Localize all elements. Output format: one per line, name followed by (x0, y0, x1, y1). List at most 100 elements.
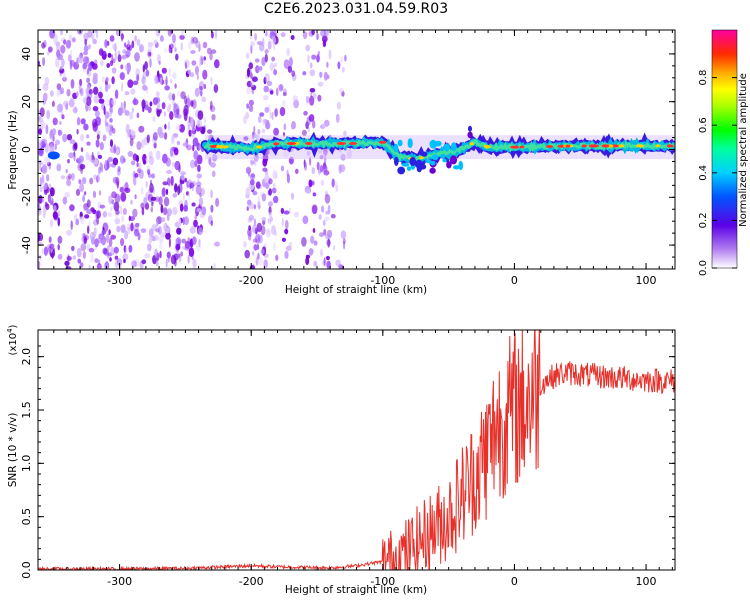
noise-blob (46, 174, 50, 182)
noise-blob (104, 39, 108, 48)
noise-blob (330, 214, 336, 219)
noise-blob (335, 184, 339, 192)
noise-blob (210, 49, 217, 54)
noise-blob (127, 226, 131, 235)
noise-blob (317, 51, 321, 55)
noise-blob (176, 227, 182, 235)
noise-blob (308, 248, 314, 256)
noise-blob (254, 58, 260, 63)
noise-blob (196, 208, 202, 213)
signal-peak (519, 145, 525, 149)
noise-blob (145, 69, 150, 77)
noise-blob (165, 188, 169, 195)
signal-blob (425, 159, 432, 164)
noise-blob (74, 105, 77, 115)
noise-blob (197, 164, 201, 172)
noise-blob (159, 242, 163, 250)
noise-blob (108, 211, 112, 218)
noise-blob (189, 72, 195, 78)
noise-blob (248, 214, 255, 221)
noise-blob (163, 111, 166, 117)
noise-blob (260, 248, 265, 255)
noise-blob (183, 104, 189, 115)
colorbar-label: Normalized spectral amplitude (738, 73, 749, 227)
noise-blob (214, 30, 218, 40)
noise-blob (273, 195, 279, 204)
signal-blob (458, 160, 464, 171)
noise-blob (127, 79, 134, 88)
noise-blob (261, 128, 266, 134)
noise-blob (196, 173, 202, 179)
noise-blob (284, 250, 289, 259)
noise-blob (38, 115, 41, 121)
noise-blob (171, 162, 175, 167)
noise-blob (95, 139, 100, 148)
noise-blob (122, 49, 127, 54)
noise-blob (274, 108, 278, 117)
noise-blob (250, 40, 256, 47)
noise-blob (210, 100, 213, 111)
noise-blob (284, 228, 289, 235)
noise-blob (70, 79, 75, 89)
noise-blob (109, 139, 114, 148)
noise-blob (142, 74, 145, 85)
noise-blob (147, 243, 152, 252)
noise-blob (127, 40, 130, 48)
noise-blob (253, 204, 257, 210)
signal-peak (305, 142, 313, 145)
noise-blob (292, 95, 298, 102)
noise-blob (258, 256, 264, 266)
noise-blob (341, 66, 345, 73)
noise-blob (102, 134, 107, 142)
noise-blob (302, 215, 309, 225)
noise-blob (325, 190, 328, 198)
noise-blob (79, 219, 85, 224)
noise-blob (306, 188, 311, 195)
noise-blob (91, 151, 94, 161)
noise-blob (57, 243, 60, 251)
noise-blob (131, 40, 135, 49)
noise-blob (95, 228, 98, 234)
noise-blob (123, 158, 126, 163)
noise-blob (147, 106, 152, 114)
noise-blob (112, 176, 119, 184)
signal-peak (336, 142, 347, 145)
signal-blob (394, 156, 399, 166)
noise-blob (271, 187, 277, 194)
noise-blob (282, 92, 287, 97)
noise-blob (139, 44, 144, 53)
noise-blob (201, 206, 207, 216)
noise-blob (88, 62, 93, 72)
noise-blob (188, 129, 192, 137)
y-tick-label: 40 (20, 47, 33, 61)
noise-blob (78, 83, 82, 93)
noise-blob (77, 162, 84, 172)
noise-blob (177, 253, 181, 258)
noise-blob (271, 35, 277, 45)
noise-blob (187, 254, 190, 264)
noise-blob (65, 169, 68, 174)
noise-blob (165, 75, 168, 86)
noise-blob (122, 208, 127, 215)
noise-blob (86, 69, 92, 77)
noise-blob (51, 100, 55, 107)
noise-blob (138, 125, 145, 133)
noise-blob (41, 248, 44, 255)
noise-blob (172, 206, 178, 216)
noise-blob (154, 75, 159, 85)
signal-peak (510, 145, 519, 149)
noise-blob (41, 196, 45, 203)
noise-blob (141, 259, 147, 265)
noise-blob (70, 49, 73, 56)
noise-blob (49, 218, 54, 228)
noise-blob (92, 106, 99, 112)
noise-blob (156, 109, 161, 117)
noise-blob (248, 172, 250, 177)
noise-blob (341, 90, 345, 97)
noise-blob (158, 236, 164, 244)
noise-blob (66, 256, 72, 261)
noise-blob (249, 179, 255, 186)
noise-blob (66, 134, 73, 141)
noise-blob (336, 101, 341, 110)
noise-blob (196, 119, 202, 128)
